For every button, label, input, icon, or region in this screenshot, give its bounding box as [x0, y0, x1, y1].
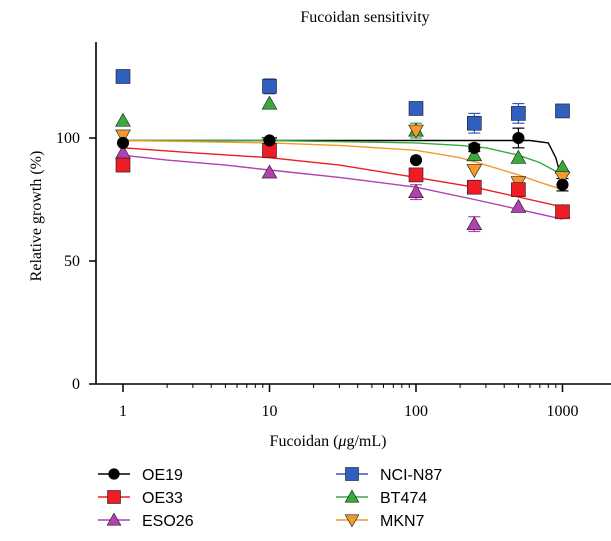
- x-tick-label: 10: [262, 403, 278, 420]
- fit-curve-oe33: [122, 147, 563, 208]
- legend-label-bt474: BT474: [380, 490, 427, 507]
- data-point-eso26: [510, 198, 527, 213]
- legend-marker-oe33: [107, 490, 121, 504]
- x-ticks: 1 10 100 1000: [119, 384, 579, 420]
- data-point-mkn7: [408, 124, 424, 139]
- legend-label-nci-n87: NCI-N87: [380, 467, 442, 484]
- x-axis-label-suffix: g/mL): [346, 433, 386, 450]
- data-point-oe19: [468, 141, 481, 154]
- x-tick-label: 100: [404, 403, 428, 420]
- y-axis-label: Relative growth (%): [28, 151, 45, 282]
- data-point-eso26: [408, 184, 424, 199]
- x-axis-label-mu: μ: [337, 433, 346, 450]
- data-point-bt474: [115, 112, 131, 127]
- data-point-bt474: [466, 147, 483, 162]
- data-point-nci-n87: [466, 115, 482, 131]
- data-point-bt474: [510, 149, 527, 164]
- data-point-eso26: [261, 164, 278, 179]
- legend-label-oe19: OE19: [142, 467, 183, 484]
- y-tick-label: 100: [56, 130, 80, 147]
- data-point-oe33: [555, 204, 570, 220]
- y-tick-label: 0: [72, 376, 80, 393]
- legend-marker-eso26: [106, 512, 122, 526]
- data-point-bt474: [261, 95, 278, 110]
- legend-label-eso26: ESO26: [142, 513, 194, 530]
- data-point-oe33: [115, 157, 131, 173]
- data-point-nci-n87: [408, 101, 424, 116]
- x-axis-label-prefix: Fucoidan (: [270, 433, 339, 450]
- fit-curve-eso26: [122, 154, 563, 220]
- legend-marker-mkn7: [344, 514, 360, 528]
- data-point-oe33: [466, 179, 482, 195]
- x-axis-label: Fucoidan (μg/mL): [270, 433, 387, 450]
- data-point-oe19: [116, 136, 130, 149]
- data-point-oe19: [263, 134, 276, 147]
- data-point-mkn7: [115, 129, 131, 144]
- data-point-oe19: [556, 178, 569, 191]
- legend-marker-bt474: [344, 489, 360, 503]
- data-point-nci-n87: [511, 106, 526, 121]
- y-ticks: 0 50 100: [56, 130, 96, 393]
- fit-curve-mkn7: [122, 139, 563, 191]
- chart-title: Fucoidan sensitivity: [300, 9, 429, 26]
- legend-label-oe33: OE33: [142, 490, 183, 507]
- data-point-nci-n87: [262, 79, 277, 94]
- data-point-eso26: [466, 216, 483, 230]
- legend-marker-oe19: [108, 468, 120, 480]
- fit-curves: [122, 139, 564, 220]
- data-point-nci-n87: [115, 69, 131, 84]
- x-tick-label: 1000: [547, 403, 579, 420]
- data-point-oe33: [511, 182, 526, 197]
- data-point-oe19: [409, 154, 423, 167]
- data-point-nci-n87: [555, 103, 570, 119]
- legend-label-mkn7: MKN7: [380, 513, 425, 530]
- data-point-oe33: [408, 167, 424, 183]
- legend-marker-nci-n87: [345, 467, 359, 481]
- data-point-oe19: [512, 131, 525, 145]
- plot-area: 0 50 100 1 10 100 1000: [56, 42, 611, 420]
- data-points: [115, 69, 571, 230]
- data-point-mkn7: [466, 164, 483, 178]
- y-tick-label: 50: [64, 253, 80, 270]
- data-point-mkn7: [554, 171, 571, 186]
- legend: OE19 OE33 ESO26 NCI-N87 BT474 MKN7: [98, 467, 442, 530]
- x-tick-label: 1: [119, 403, 127, 420]
